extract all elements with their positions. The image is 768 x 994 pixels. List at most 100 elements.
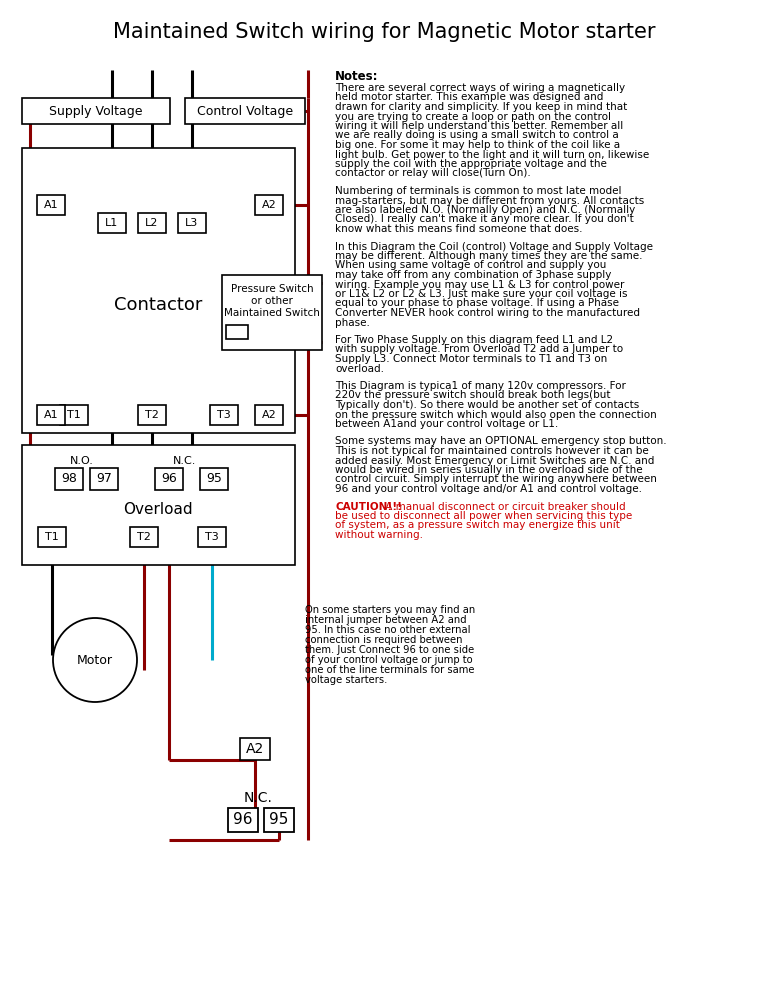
Bar bbox=[264, 808, 294, 832]
Bar bbox=[22, 445, 295, 565]
Bar bbox=[198, 527, 226, 547]
Text: you are trying to create a loop or path on the control: you are trying to create a loop or path … bbox=[335, 111, 611, 121]
Text: L3: L3 bbox=[185, 218, 199, 228]
Bar bbox=[38, 527, 66, 547]
Text: N.C.: N.C. bbox=[243, 791, 273, 805]
Text: On some starters you may find an: On some starters you may find an bbox=[305, 605, 475, 615]
Text: Typically don't). So there would be another set of contacts: Typically don't). So there would be anot… bbox=[335, 400, 639, 410]
Bar bbox=[22, 98, 170, 124]
Text: T1: T1 bbox=[45, 532, 59, 542]
Bar bbox=[37, 405, 65, 425]
Bar bbox=[228, 808, 258, 832]
Bar bbox=[255, 195, 283, 215]
Text: CAUTION!!!: CAUTION!!! bbox=[335, 502, 402, 512]
Text: equal to your phase to phase voltage. If using a Phase: equal to your phase to phase voltage. If… bbox=[335, 298, 619, 308]
Text: or other: or other bbox=[251, 296, 293, 306]
Text: voltage starters.: voltage starters. bbox=[305, 675, 387, 685]
Text: big one. For some it may help to think of the coil like a: big one. For some it may help to think o… bbox=[335, 140, 620, 150]
Bar bbox=[185, 98, 305, 124]
Text: Motor: Motor bbox=[77, 653, 113, 667]
Text: Supply Voltage: Supply Voltage bbox=[49, 104, 143, 117]
Text: Closed). I really can't make it any more clear. If you don't: Closed). I really can't make it any more… bbox=[335, 215, 634, 225]
Text: internal jumper between A2 and: internal jumper between A2 and bbox=[305, 615, 467, 625]
Text: L2: L2 bbox=[145, 218, 159, 228]
Text: Pressure Switch: Pressure Switch bbox=[230, 284, 313, 294]
Text: L1: L1 bbox=[105, 218, 118, 228]
Text: supply the coil with the appropriate voltage and the: supply the coil with the appropriate vol… bbox=[335, 159, 607, 169]
Bar bbox=[98, 213, 126, 233]
Text: 96: 96 bbox=[233, 812, 253, 827]
Bar bbox=[55, 468, 83, 490]
Text: T2: T2 bbox=[145, 410, 159, 420]
Text: wiring it will help understand this better. Remember all: wiring it will help understand this bett… bbox=[335, 121, 624, 131]
Text: would be wired in series usually in the overload side of the: would be wired in series usually in the … bbox=[335, 465, 643, 475]
Bar bbox=[37, 195, 65, 215]
Text: may be different. Although many times they are the same.: may be different. Although many times th… bbox=[335, 251, 643, 261]
Text: phase.: phase. bbox=[335, 317, 370, 327]
Text: 98: 98 bbox=[61, 472, 77, 485]
Text: 96 and your control voltage and/or A1 and control voltage.: 96 and your control voltage and/or A1 an… bbox=[335, 484, 642, 494]
Text: 97: 97 bbox=[96, 472, 112, 485]
Text: them. Just Connect 96 to one side: them. Just Connect 96 to one side bbox=[305, 645, 475, 655]
Circle shape bbox=[53, 618, 137, 702]
Text: know what this means find someone that does.: know what this means find someone that d… bbox=[335, 224, 582, 234]
Text: are also labeled N.O. (Normally Open) and N.C. (Normally: are also labeled N.O. (Normally Open) an… bbox=[335, 205, 635, 215]
Text: A2: A2 bbox=[262, 200, 276, 210]
Text: When using same voltage of control and supply you: When using same voltage of control and s… bbox=[335, 260, 607, 270]
Text: or L1& L2 or L2 & L3. Just make sure your coil voltage is: or L1& L2 or L2 & L3. Just make sure you… bbox=[335, 289, 627, 299]
Text: 95: 95 bbox=[206, 472, 222, 485]
Bar bbox=[240, 738, 270, 760]
Text: of system, as a pressure switch may energize this unit: of system, as a pressure switch may ener… bbox=[335, 521, 620, 531]
Text: T3: T3 bbox=[205, 532, 219, 542]
Bar bbox=[22, 148, 295, 433]
Text: wiring. Example you may use L1 & L3 for control power: wiring. Example you may use L1 & L3 for … bbox=[335, 279, 624, 289]
Bar bbox=[222, 275, 322, 350]
Text: A1: A1 bbox=[44, 410, 58, 420]
Text: T1: T1 bbox=[67, 410, 81, 420]
Text: In this Diagram the Coil (control) Voltage and Supply Voltage: In this Diagram the Coil (control) Volta… bbox=[335, 242, 653, 251]
Text: Maintained Switch wiring for Magnetic Motor starter: Maintained Switch wiring for Magnetic Mo… bbox=[113, 22, 655, 42]
Text: Contactor: Contactor bbox=[114, 296, 203, 314]
Text: 95. In this case no other external: 95. In this case no other external bbox=[305, 625, 471, 635]
Bar bbox=[130, 527, 158, 547]
Text: held motor starter. This example was designed and: held motor starter. This example was des… bbox=[335, 92, 604, 102]
Text: 220v the pressure switch should break both legs(but: 220v the pressure switch should break bo… bbox=[335, 391, 611, 401]
Text: drawn for clarity and simplicity. If you keep in mind that: drawn for clarity and simplicity. If you… bbox=[335, 102, 627, 112]
Text: Maintained Switch: Maintained Switch bbox=[224, 308, 320, 318]
Text: Notes:: Notes: bbox=[335, 70, 379, 83]
Text: without warning.: without warning. bbox=[335, 530, 423, 540]
Bar bbox=[155, 468, 183, 490]
Text: 95: 95 bbox=[270, 812, 289, 827]
Text: mag-starters, but may be different from yours. All contacts: mag-starters, but may be different from … bbox=[335, 196, 644, 206]
Text: between A1and your control voltage or L1.: between A1and your control voltage or L1… bbox=[335, 419, 558, 429]
Text: 96: 96 bbox=[161, 472, 177, 485]
Bar bbox=[178, 213, 206, 233]
Text: For Two Phase Supply on this diagram feed L1 and L2: For Two Phase Supply on this diagram fee… bbox=[335, 335, 613, 345]
Text: A2: A2 bbox=[246, 742, 264, 756]
Text: Control Voltage: Control Voltage bbox=[197, 104, 293, 117]
Text: we are really doing is using a small switch to control a: we are really doing is using a small swi… bbox=[335, 130, 619, 140]
Text: Converter NEVER hook control wiring to the manufactured: Converter NEVER hook control wiring to t… bbox=[335, 308, 640, 318]
Bar bbox=[226, 325, 248, 339]
Text: T2: T2 bbox=[137, 532, 151, 542]
Text: A2: A2 bbox=[262, 410, 276, 420]
Bar bbox=[138, 405, 166, 425]
Text: connection is required between: connection is required between bbox=[305, 635, 462, 645]
Text: A1: A1 bbox=[44, 200, 58, 210]
Text: This Diagram is typica1 of many 120v compressors. For: This Diagram is typica1 of many 120v com… bbox=[335, 381, 626, 391]
Text: added easily. Most Emergency or Limit Switches are N.C. and: added easily. Most Emergency or Limit Sw… bbox=[335, 455, 654, 465]
Bar bbox=[138, 213, 166, 233]
Bar bbox=[60, 405, 88, 425]
Text: Some systems may have an OPTIONAL emergency stop button.: Some systems may have an OPTIONAL emerge… bbox=[335, 436, 667, 446]
Text: N.O.: N.O. bbox=[70, 456, 94, 466]
Text: one of the line terminals for same: one of the line terminals for same bbox=[305, 665, 475, 675]
Bar bbox=[90, 468, 118, 490]
Text: N.C.: N.C. bbox=[174, 456, 197, 466]
Text: control circuit. Simply interrupt the wiring anywhere between: control circuit. Simply interrupt the wi… bbox=[335, 474, 657, 484]
Text: of your control voltage or jump to: of your control voltage or jump to bbox=[305, 655, 472, 665]
Text: contactor or relay will close(Turn On).: contactor or relay will close(Turn On). bbox=[335, 169, 531, 179]
Text: T3: T3 bbox=[217, 410, 231, 420]
Bar bbox=[255, 405, 283, 425]
Text: on the pressure switch which would also open the connection: on the pressure switch which would also … bbox=[335, 410, 657, 419]
Text: Overload: Overload bbox=[123, 503, 193, 518]
